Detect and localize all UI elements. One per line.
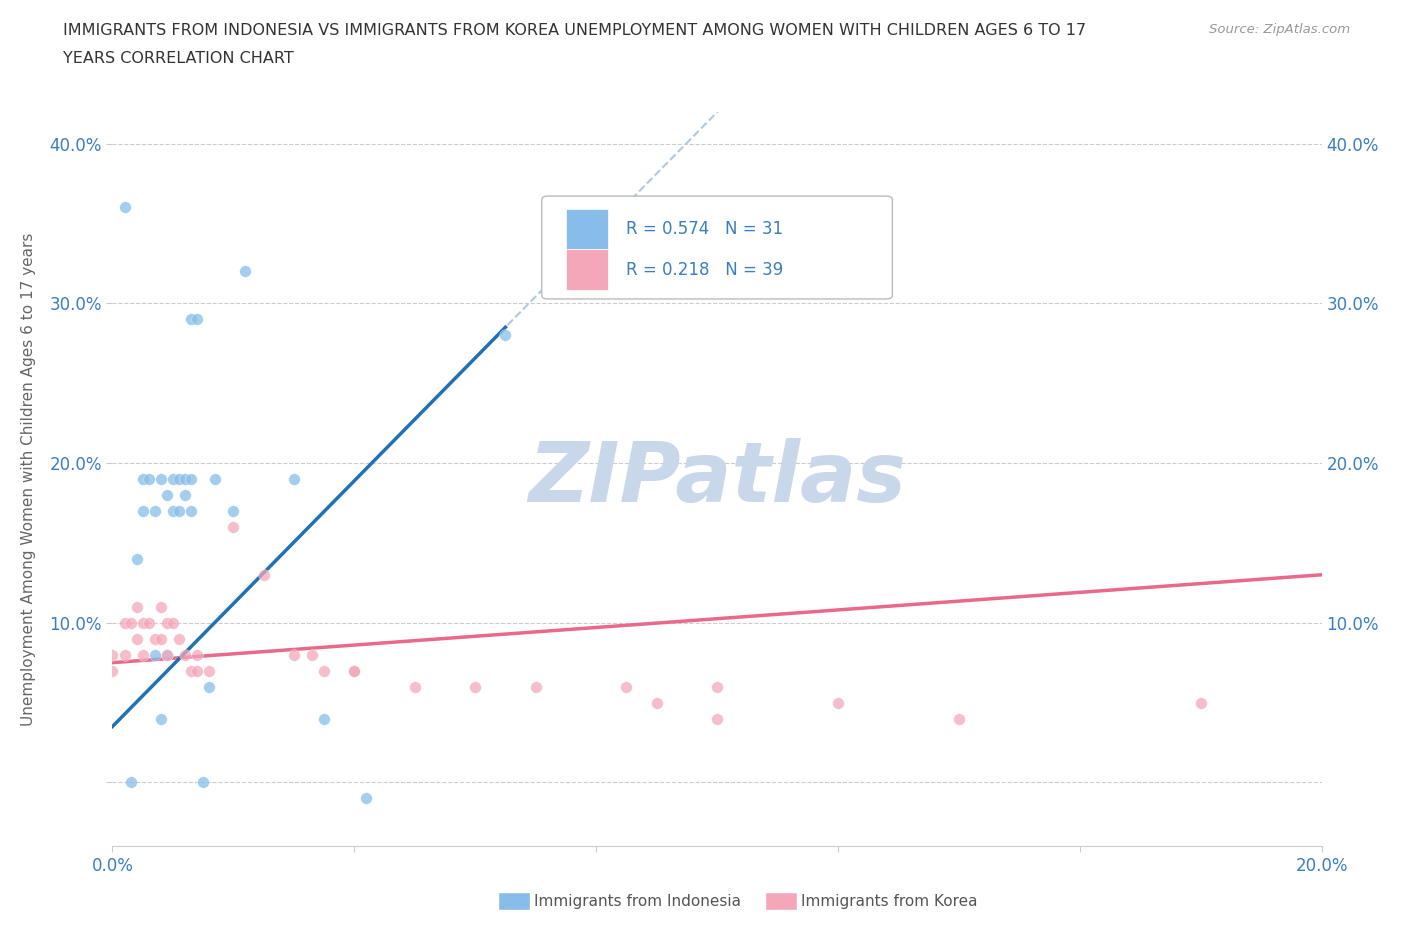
Text: Immigrants from Indonesia: Immigrants from Indonesia <box>534 894 741 909</box>
Point <box>114 616 136 631</box>
Point <box>167 472 190 486</box>
Point <box>125 631 148 646</box>
Text: IMMIGRANTS FROM INDONESIA VS IMMIGRANTS FROM KOREA UNEMPLOYMENT AMONG WOMEN WITH: IMMIGRANTS FROM INDONESIA VS IMMIGRANTS … <box>63 23 1087 38</box>
Point <box>198 663 221 678</box>
Point <box>162 472 184 486</box>
Point <box>706 711 728 726</box>
Point <box>827 695 849 710</box>
Bar <box>565 209 609 249</box>
Point <box>149 631 172 646</box>
Point <box>143 503 166 518</box>
Text: Immigrants from Korea: Immigrants from Korea <box>801 894 979 909</box>
Point <box>125 551 148 566</box>
Point <box>101 647 124 662</box>
Point <box>162 503 184 518</box>
Point <box>235 264 257 279</box>
Point <box>132 503 155 518</box>
Point <box>167 503 190 518</box>
Point <box>645 695 668 710</box>
Point <box>186 647 208 662</box>
Point <box>404 679 426 694</box>
Point <box>180 312 202 326</box>
Point <box>132 616 155 631</box>
Point <box>174 472 197 486</box>
Point <box>204 472 226 486</box>
Point <box>101 663 124 678</box>
Point <box>495 327 517 342</box>
Point <box>186 312 208 326</box>
Point <box>222 503 245 518</box>
Text: Source: ZipAtlas.com: Source: ZipAtlas.com <box>1209 23 1350 36</box>
Text: R = 0.574   N = 31: R = 0.574 N = 31 <box>627 220 783 238</box>
Point <box>156 647 179 662</box>
Point <box>180 663 202 678</box>
Text: YEARS CORRELATION CHART: YEARS CORRELATION CHART <box>63 51 294 66</box>
FancyBboxPatch shape <box>541 196 893 299</box>
Point <box>222 520 245 535</box>
Point <box>198 679 221 694</box>
Point <box>283 472 305 486</box>
Point <box>114 647 136 662</box>
Point <box>186 663 208 678</box>
Point <box>301 647 323 662</box>
Point <box>167 631 190 646</box>
Point <box>314 711 336 726</box>
Point <box>948 711 970 726</box>
Point <box>143 631 166 646</box>
Point <box>343 663 366 678</box>
Point <box>125 599 148 614</box>
Point <box>253 567 276 582</box>
Point <box>706 679 728 694</box>
Point <box>464 679 486 694</box>
Point <box>356 790 378 805</box>
Point <box>132 472 155 486</box>
Point <box>180 472 202 486</box>
Point <box>343 663 366 678</box>
Point <box>143 647 166 662</box>
Point <box>524 679 547 694</box>
Y-axis label: Unemployment Among Women with Children Ages 6 to 17 years: Unemployment Among Women with Children A… <box>21 232 35 725</box>
Point <box>138 472 160 486</box>
Point <box>314 663 336 678</box>
Point <box>156 647 179 662</box>
Point <box>156 616 179 631</box>
Point <box>1189 695 1212 710</box>
Point <box>174 647 197 662</box>
Text: R = 0.218   N = 39: R = 0.218 N = 39 <box>627 260 783 279</box>
Point <box>120 616 142 631</box>
Text: ZIPatlas: ZIPatlas <box>529 438 905 520</box>
Point <box>191 775 214 790</box>
Point <box>149 472 172 486</box>
Point <box>138 616 160 631</box>
Point <box>174 487 197 502</box>
Point <box>156 487 179 502</box>
Point <box>132 647 155 662</box>
Bar <box>565 249 609 290</box>
Point <box>149 599 172 614</box>
Point <box>149 711 172 726</box>
Point <box>283 647 305 662</box>
Point <box>162 616 184 631</box>
Point <box>616 679 638 694</box>
Point <box>114 200 136 215</box>
Point <box>120 775 142 790</box>
Point <box>180 503 202 518</box>
